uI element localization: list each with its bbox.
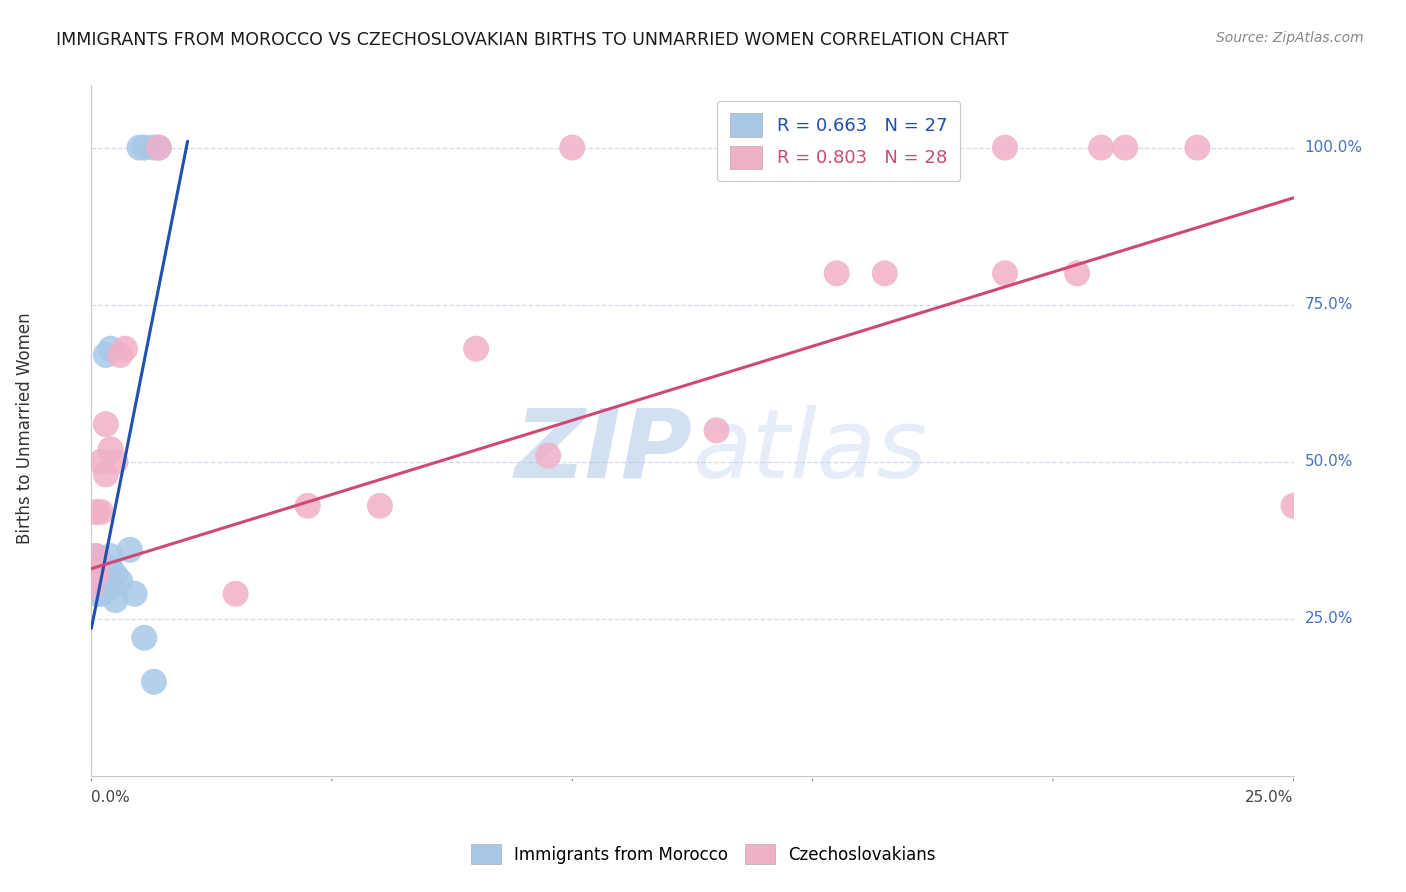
Point (110, 574, 132, 589)
Point (825, 266, 848, 280)
Point (84, 587, 107, 601)
Point (90, 587, 112, 601)
Point (142, 140, 165, 154)
Point (100, 581, 122, 595)
Point (84, 568, 107, 582)
Point (104, 455, 127, 469)
Point (90, 455, 112, 469)
Point (84, 562, 107, 576)
Point (100, 562, 122, 576)
Point (84, 568, 107, 582)
Legend: R = 0.663   N = 27, R = 0.803   N = 28: R = 0.663 N = 27, R = 0.803 N = 28 (717, 101, 960, 181)
Point (537, 449, 560, 463)
Point (1090, 140, 1112, 154)
Point (100, 549, 122, 563)
Point (90, 568, 112, 582)
Text: 100.0%: 100.0% (1305, 140, 1362, 155)
Point (80, 581, 103, 595)
Point (84, 549, 107, 563)
Point (90, 581, 112, 595)
Text: atlas: atlas (692, 405, 928, 498)
Point (368, 499, 391, 513)
Point (124, 587, 146, 601)
Point (994, 266, 1017, 280)
Point (84, 549, 107, 563)
Text: IMMIGRANTS FROM MOROCCO VS CZECHOSLOVAKIAN BIRTHS TO UNMARRIED WOMEN CORRELATION: IMMIGRANTS FROM MOROCCO VS CZECHOSLOVAKI… (56, 31, 1008, 49)
Point (80, 568, 103, 582)
Point (94, 467, 117, 482)
Text: 25.0%: 25.0% (1305, 611, 1353, 626)
Point (1066, 266, 1088, 280)
Point (94, 562, 117, 576)
Point (561, 140, 583, 154)
Point (84, 562, 107, 576)
Point (94, 417, 117, 431)
Point (118, 542, 141, 557)
Point (84, 505, 107, 519)
Point (142, 674, 165, 689)
Point (90, 505, 112, 519)
Point (1187, 140, 1209, 154)
Point (94, 568, 117, 582)
Text: 50.0%: 50.0% (1305, 454, 1353, 469)
Point (297, 499, 319, 513)
Point (128, 140, 150, 154)
Point (94, 581, 117, 595)
Point (104, 568, 127, 582)
Text: 75.0%: 75.0% (1305, 297, 1353, 312)
Text: ZIP: ZIP (515, 405, 692, 498)
Text: 25.0%: 25.0% (1246, 790, 1294, 805)
Point (706, 424, 728, 438)
Point (104, 593, 127, 607)
Point (114, 342, 136, 356)
Point (100, 342, 122, 356)
Point (873, 266, 896, 280)
Text: Source: ZipAtlas.com: Source: ZipAtlas.com (1216, 31, 1364, 45)
Point (100, 442, 122, 457)
Point (1114, 140, 1136, 154)
Point (148, 140, 170, 154)
Legend: Immigrants from Morocco, Czechoslovakians: Immigrants from Morocco, Czechoslovakian… (464, 838, 942, 871)
Point (148, 140, 170, 154)
Point (465, 342, 488, 356)
Point (94, 348, 117, 362)
Point (225, 587, 247, 601)
Point (90, 562, 112, 576)
Point (134, 140, 156, 154)
Point (84, 574, 107, 589)
Point (994, 140, 1017, 154)
Point (90, 555, 112, 569)
Point (80, 581, 103, 595)
Point (1282, 499, 1305, 513)
Text: Births to Unmarried Women: Births to Unmarried Women (17, 312, 34, 544)
Point (134, 631, 156, 645)
Point (80, 568, 103, 582)
Point (110, 348, 132, 362)
Text: 0.0%: 0.0% (91, 790, 131, 805)
